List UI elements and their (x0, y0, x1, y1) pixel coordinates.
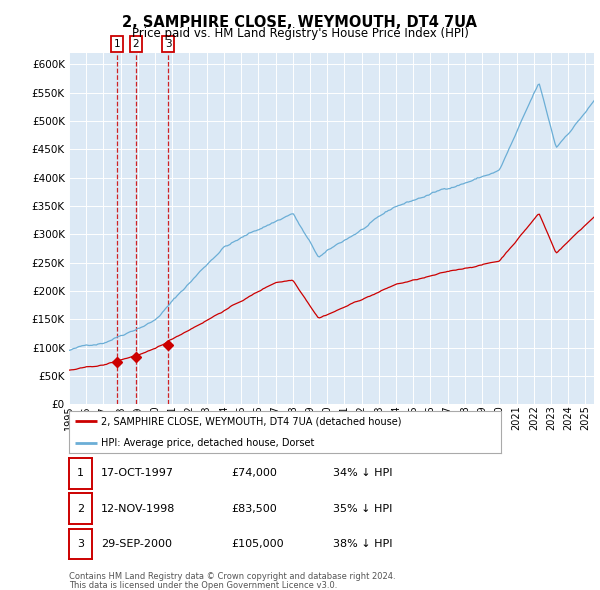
Text: 2: 2 (77, 504, 84, 513)
Text: Contains HM Land Registry data © Crown copyright and database right 2024.: Contains HM Land Registry data © Crown c… (69, 572, 395, 581)
Text: 35% ↓ HPI: 35% ↓ HPI (333, 504, 392, 513)
Text: 2, SAMPHIRE CLOSE, WEYMOUTH, DT4 7UA: 2, SAMPHIRE CLOSE, WEYMOUTH, DT4 7UA (122, 15, 478, 30)
Text: This data is licensed under the Open Government Licence v3.0.: This data is licensed under the Open Gov… (69, 581, 337, 590)
Text: £105,000: £105,000 (231, 539, 284, 549)
Text: £83,500: £83,500 (231, 504, 277, 513)
Text: 1: 1 (114, 39, 121, 49)
Text: Price paid vs. HM Land Registry's House Price Index (HPI): Price paid vs. HM Land Registry's House … (131, 27, 469, 40)
Text: 2: 2 (133, 39, 139, 49)
Text: 17-OCT-1997: 17-OCT-1997 (101, 468, 174, 478)
Text: £74,000: £74,000 (231, 468, 277, 478)
Text: 3: 3 (164, 39, 171, 49)
Text: 3: 3 (77, 539, 84, 549)
Text: HPI: Average price, detached house, Dorset: HPI: Average price, detached house, Dors… (101, 438, 315, 447)
Text: 2, SAMPHIRE CLOSE, WEYMOUTH, DT4 7UA (detached house): 2, SAMPHIRE CLOSE, WEYMOUTH, DT4 7UA (de… (101, 417, 402, 426)
Text: 12-NOV-1998: 12-NOV-1998 (101, 504, 175, 513)
Text: 38% ↓ HPI: 38% ↓ HPI (333, 539, 392, 549)
Text: 34% ↓ HPI: 34% ↓ HPI (333, 468, 392, 478)
Text: 1: 1 (77, 468, 84, 478)
Text: 29-SEP-2000: 29-SEP-2000 (101, 539, 172, 549)
